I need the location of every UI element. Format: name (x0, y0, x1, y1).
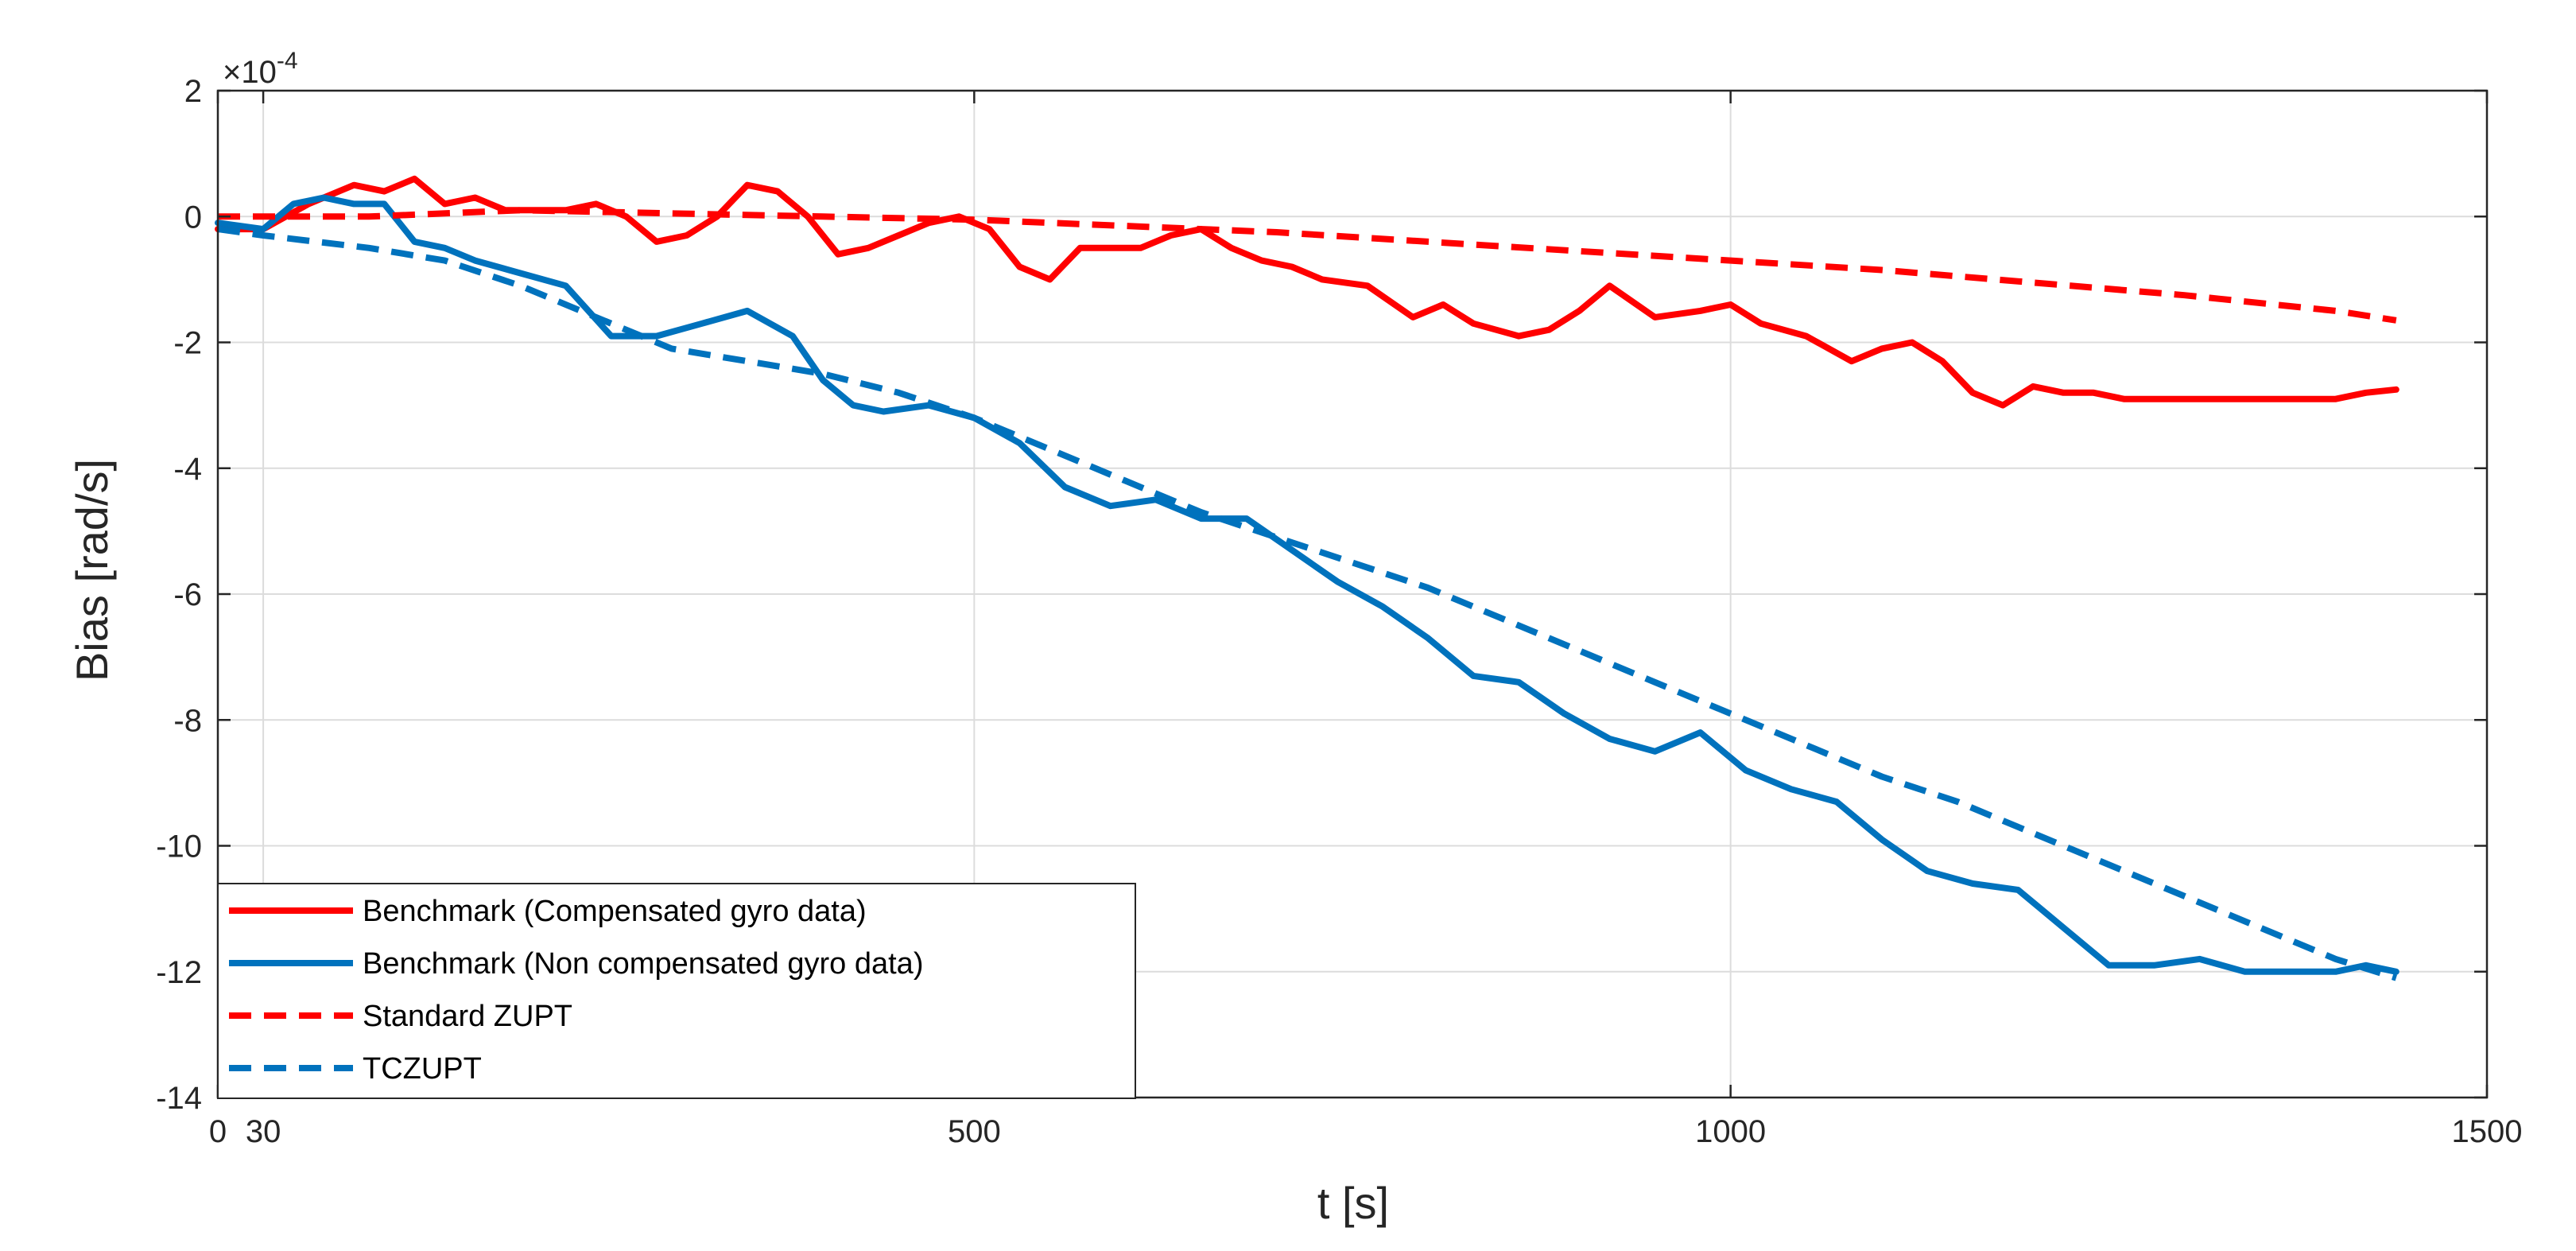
tick-labels: 0 30 500 1000 1500 2 0 -2 -4 -6 -8 -10 -12 -14 (156, 74, 2522, 1149)
y-tick-label: -12 (156, 955, 202, 990)
y-tick-label: 0 (184, 200, 202, 235)
y-axis-title: Bias [rad/s] (67, 459, 117, 682)
y-exponent-base: ×10 (223, 55, 277, 90)
y-tick-label: -14 (156, 1081, 202, 1116)
y-tick-label: -10 (156, 829, 202, 864)
series-line-1[interactable] (215, 175, 2399, 409)
y-exponent-power: -4 (277, 48, 298, 74)
series-line-2[interactable] (215, 194, 2399, 975)
series-line-4[interactable] (217, 226, 2397, 981)
y-tick-label: -8 (173, 703, 202, 738)
x-tick-label: 1500 (2452, 1114, 2523, 1149)
y-exponent-label: ×10-4 (223, 48, 298, 90)
y-tick-label: 2 (184, 74, 202, 109)
y-tick-label: -4 (173, 452, 202, 487)
y-tick-label: -6 (173, 577, 202, 612)
legend-label-4: TCZUPT (363, 1052, 482, 1086)
legend-items: Benchmark (Compensated gyro data) Benchma… (229, 895, 923, 1086)
legend-box (217, 883, 1136, 1099)
legend-label-3: Standard ZUPT (363, 1000, 572, 1033)
x-axis-title: t [s] (1317, 1178, 1389, 1228)
x-tick-label: 1000 (1695, 1114, 1766, 1149)
legend[interactable]: Benchmark (Compensated gyro data) Benchma… (217, 883, 1136, 1099)
grid (218, 91, 2487, 1098)
x-tick-label: 30 (246, 1114, 281, 1149)
x-tick-label: 500 (948, 1114, 1001, 1149)
x-tick-label: 0 (209, 1114, 227, 1149)
legend-label-1: Benchmark (Compensated gyro data) (363, 895, 867, 928)
y-tick-label: -2 (173, 326, 202, 361)
legend-label-2: Benchmark (Non compensated gyro data) (363, 947, 923, 981)
series-line-3[interactable] (218, 207, 2397, 324)
series-group (215, 175, 2399, 981)
